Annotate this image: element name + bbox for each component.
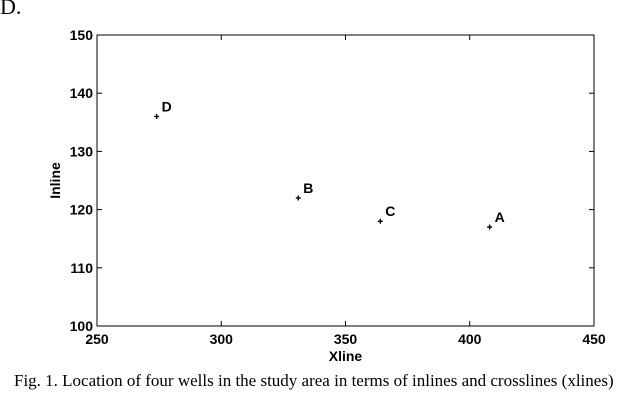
y-tick-label: 140 xyxy=(70,85,94,101)
panel-label: D. xyxy=(0,0,22,19)
point-label: A xyxy=(495,209,505,225)
well-point-b: B xyxy=(295,180,313,201)
y-tick-label: 150 xyxy=(70,27,94,43)
y-axis-title: Inline xyxy=(47,162,63,199)
plot-frame xyxy=(96,34,595,327)
well-point-c: C xyxy=(377,203,395,224)
y-tick-label: 120 xyxy=(70,202,94,218)
y-tick-label: 110 xyxy=(70,260,93,276)
point-label: B xyxy=(303,180,313,196)
x-tick-label: 450 xyxy=(582,331,606,347)
x-axis-title: Xline xyxy=(329,348,363,364)
well-point-d: D xyxy=(154,98,172,119)
x-tick-label: 300 xyxy=(210,331,234,347)
well-point-a: A xyxy=(487,209,505,230)
y-tick-label: 130 xyxy=(70,143,94,159)
x-tick-label: 250 xyxy=(85,331,109,347)
point-label: C xyxy=(385,203,395,219)
point-label: D xyxy=(162,98,172,114)
y-axis-ticks: 100 110 120 130 140 150 xyxy=(70,27,594,334)
x-tick-label: 400 xyxy=(458,331,482,347)
x-axis-ticks: 250 300 350 400 450 xyxy=(85,35,606,347)
y-tick-label: 100 xyxy=(70,318,94,334)
figure-caption: Fig. 1. Location of four wells in the st… xyxy=(14,371,614,390)
x-tick-label: 350 xyxy=(334,331,358,347)
data-points: D B C A xyxy=(154,98,505,230)
